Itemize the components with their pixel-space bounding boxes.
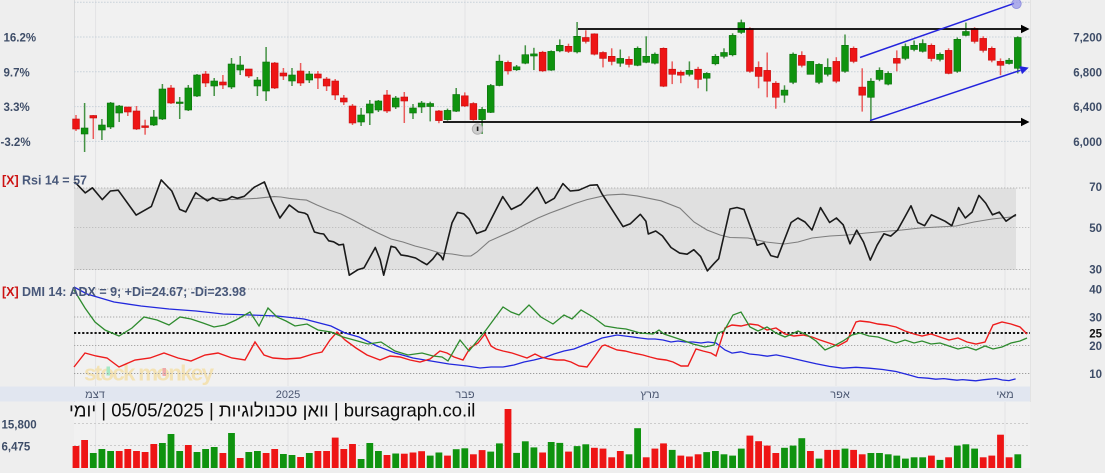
svg-text:7,200: 7,200 [1073, 33, 1102, 45]
svg-text:10: 10 [1089, 369, 1102, 381]
svg-text:20: 20 [1089, 341, 1102, 353]
svg-text:3.3%: 3.3% [4, 102, 30, 114]
svg-text:דצמ: דצמ [85, 389, 105, 401]
svg-text:50: 50 [1089, 223, 1102, 235]
svg-text:15,800: 15,800 [2, 419, 37, 431]
svg-text:[X]: [X] [2, 285, 19, 299]
svg-text:40: 40 [1089, 285, 1102, 297]
svg-text:וואן טכנולוגיות | 05/05/2025 |: וואן טכנולוגיות | 05/05/2025 | יומי | bu… [69, 400, 475, 421]
svg-text:DMI 14: ADX = 9; +Di=24.67; -D: DMI 14: ADX = 9; +Di=24.67; -Di=23.98 [22, 285, 246, 299]
svg-text:70: 70 [1089, 182, 1102, 194]
svg-text:-3.2%: -3.2% [1, 137, 31, 149]
svg-text:Rsi 14 = 57: Rsi 14 = 57 [22, 174, 87, 188]
svg-text:2025: 2025 [276, 389, 300, 401]
svg-text:6,400: 6,400 [1073, 102, 1102, 114]
svg-text:6,800: 6,800 [1073, 67, 1102, 79]
svg-text:6,000: 6,000 [1073, 137, 1102, 149]
svg-text:מאי: מאי [996, 389, 1013, 401]
svg-text:[X]: [X] [2, 174, 19, 188]
svg-text:30: 30 [1089, 313, 1102, 325]
svg-text:6,475: 6,475 [2, 441, 31, 453]
svg-text:9.7%: 9.7% [4, 67, 30, 79]
svg-text:30: 30 [1089, 265, 1102, 277]
svg-text:מרץ: מרץ [641, 389, 660, 401]
svg-text:אפר: אפר [830, 389, 850, 401]
svg-text:פבר: פבר [455, 389, 474, 401]
svg-text:16.2%: 16.2% [4, 33, 37, 45]
svg-text:25: 25 [1089, 329, 1102, 341]
